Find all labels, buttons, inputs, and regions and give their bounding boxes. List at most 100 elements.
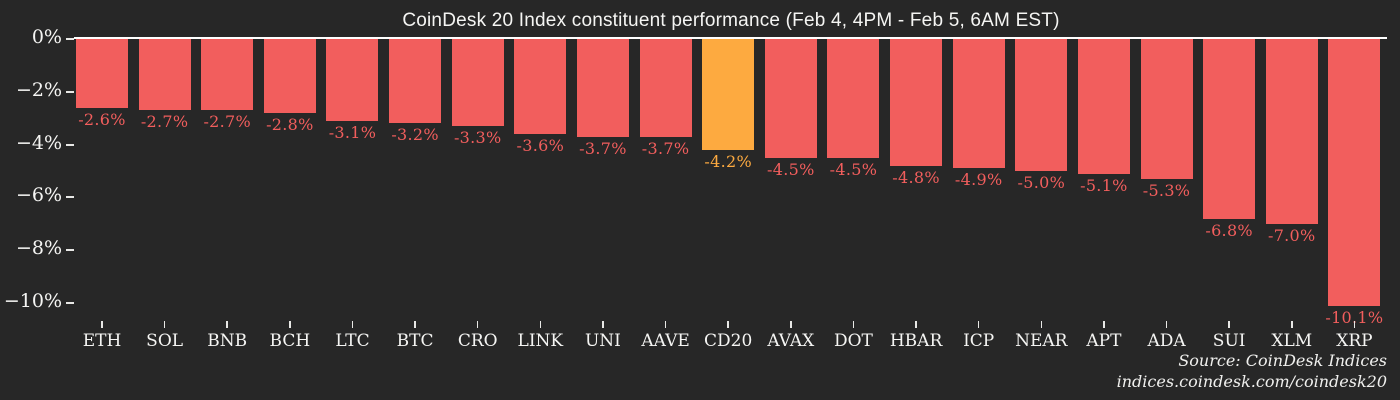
x-axis-label-icp: ICP: [963, 331, 995, 351]
bar-ada: [1140, 39, 1193, 179]
bar-value-label: -7.0%: [1267, 225, 1316, 245]
x-axis-label-dot: DOT: [833, 331, 873, 351]
bar-eth: [76, 39, 128, 108]
bar-value-label: -5.1%: [1080, 175, 1128, 195]
x-axis-label-uni: UNI: [584, 331, 621, 351]
x-axis-label-xrp: XRP: [1336, 331, 1373, 351]
x-tick-mark: [1228, 321, 1230, 328]
bar-value-label: -2.6%: [78, 109, 126, 129]
x-axis-label-btc: BTC: [396, 331, 434, 351]
bar-uni: [576, 39, 629, 137]
x-tick-mark: [1165, 321, 1168, 328]
bar-aave: [639, 39, 692, 137]
bar-icp: [952, 39, 1005, 169]
bar-value-label: -3.2%: [391, 125, 439, 145]
bar-xrp: [1328, 39, 1381, 306]
source-line-1: Source: CoinDesk Indices: [1178, 351, 1387, 370]
x-axis-label-ada: ADA: [1147, 331, 1186, 351]
x-tick-mark: [1353, 321, 1356, 328]
x-axis-label-aave: AAVE: [641, 331, 690, 351]
bar-value-label: -4.8%: [892, 167, 940, 187]
y-tick-label: 0%: [31, 26, 62, 48]
bar-value-label: -5.0%: [1017, 173, 1066, 192]
bar-value-label: -4.2%: [704, 151, 752, 171]
bar-bnb: [201, 39, 254, 111]
x-tick-mark: [915, 321, 917, 328]
bar-dot: [827, 39, 880, 158]
bar-btc: [389, 39, 442, 124]
x-tick-mark: [351, 321, 354, 328]
bar-cro: [451, 39, 504, 127]
bar-value-label: -3.3%: [453, 128, 502, 148]
x-axis-label-ltc: LTC: [335, 331, 370, 351]
y-tick-label: −2%: [15, 78, 62, 101]
x-tick-mark: [414, 321, 416, 328]
bar-value-label: -4.5%: [829, 159, 878, 179]
x-tick-mark: [539, 321, 542, 328]
x-tick-mark: [226, 321, 228, 328]
y-tick-label: −6%: [15, 184, 62, 207]
bar-value-label: -4.5%: [767, 159, 815, 179]
bar-avax: [764, 39, 817, 158]
x-axis-label-sol: SOL: [146, 331, 184, 351]
x-axis-label-cro: CRO: [457, 331, 498, 351]
x-axis-label-bnb: BNB: [207, 331, 248, 351]
bar-value-label: -3.7%: [641, 138, 690, 158]
zero-axis-line: [74, 36, 1387, 39]
x-axis-label-link: LINK: [517, 331, 564, 351]
bar-bch: [263, 39, 316, 113]
x-tick-mark: [602, 321, 604, 328]
x-axis-label-apt: APT: [1086, 331, 1122, 351]
bar-value-label: -3.7%: [579, 138, 627, 158]
y-tick-mark: [66, 196, 74, 199]
bar-hbar: [890, 39, 943, 166]
bar-apt: [1077, 39, 1130, 174]
chart-title: CoinDesk 20 Index constituent performanc…: [402, 10, 1060, 31]
x-tick-mark: [977, 321, 980, 328]
x-tick-mark: [101, 321, 103, 328]
bar-sol: [138, 39, 191, 111]
y-tick-label: −4%: [15, 131, 62, 154]
x-axis-label-xlm: XLM: [1271, 331, 1313, 351]
bar-link: [514, 39, 567, 135]
bar-value-label: -2.8%: [266, 114, 314, 134]
bar-value-label: -4.9%: [954, 170, 1003, 190]
x-tick-mark: [727, 321, 729, 328]
y-tick-mark: [66, 302, 74, 304]
x-axis-label-hbar: HBAR: [889, 331, 943, 351]
x-tick-mark: [1040, 321, 1043, 328]
y-tick-mark: [66, 249, 74, 252]
source-line-2: indices.coindesk.com/coindesk20: [1116, 372, 1387, 391]
bar-value-label: -3.6%: [516, 136, 565, 156]
bar-cd20: [702, 39, 755, 150]
x-tick-mark: [476, 321, 479, 328]
x-tick-mark: [289, 321, 291, 328]
x-axis-label-near: NEAR: [1015, 331, 1068, 351]
y-tick-label: −8%: [15, 237, 62, 260]
x-axis-label-bch: BCH: [269, 331, 311, 351]
source-attribution: Source: CoinDesk Indices indices.coindes…: [1117, 350, 1387, 392]
x-tick-mark: [163, 321, 166, 328]
bar-ltc: [326, 39, 379, 121]
bar-value-label: -6.8%: [1205, 220, 1253, 240]
bar-value-label: -2.7%: [203, 112, 252, 132]
x-axis-label-eth: ETH: [82, 331, 122, 351]
bar-value-label: -10.1%: [1325, 307, 1384, 327]
y-tick-mark: [66, 38, 74, 40]
x-tick-mark: [1291, 321, 1293, 328]
y-tick-mark: [66, 143, 74, 146]
x-axis-label-cd20: CD20: [704, 331, 753, 351]
x-tick-mark: [664, 321, 667, 328]
y-tick-mark: [66, 90, 74, 93]
x-tick-mark: [1103, 321, 1105, 328]
bar-xlm: [1265, 39, 1318, 224]
x-tick-mark: [790, 321, 792, 328]
bar-near: [1015, 39, 1068, 171]
bar-value-label: -5.3%: [1142, 180, 1191, 200]
x-axis-label-sui: SUI: [1212, 331, 1246, 351]
bar-value-label: -3.1%: [328, 122, 377, 142]
bar-sui: [1203, 39, 1256, 219]
x-tick-mark: [852, 321, 855, 328]
bar-value-label: -2.7%: [140, 112, 189, 132]
